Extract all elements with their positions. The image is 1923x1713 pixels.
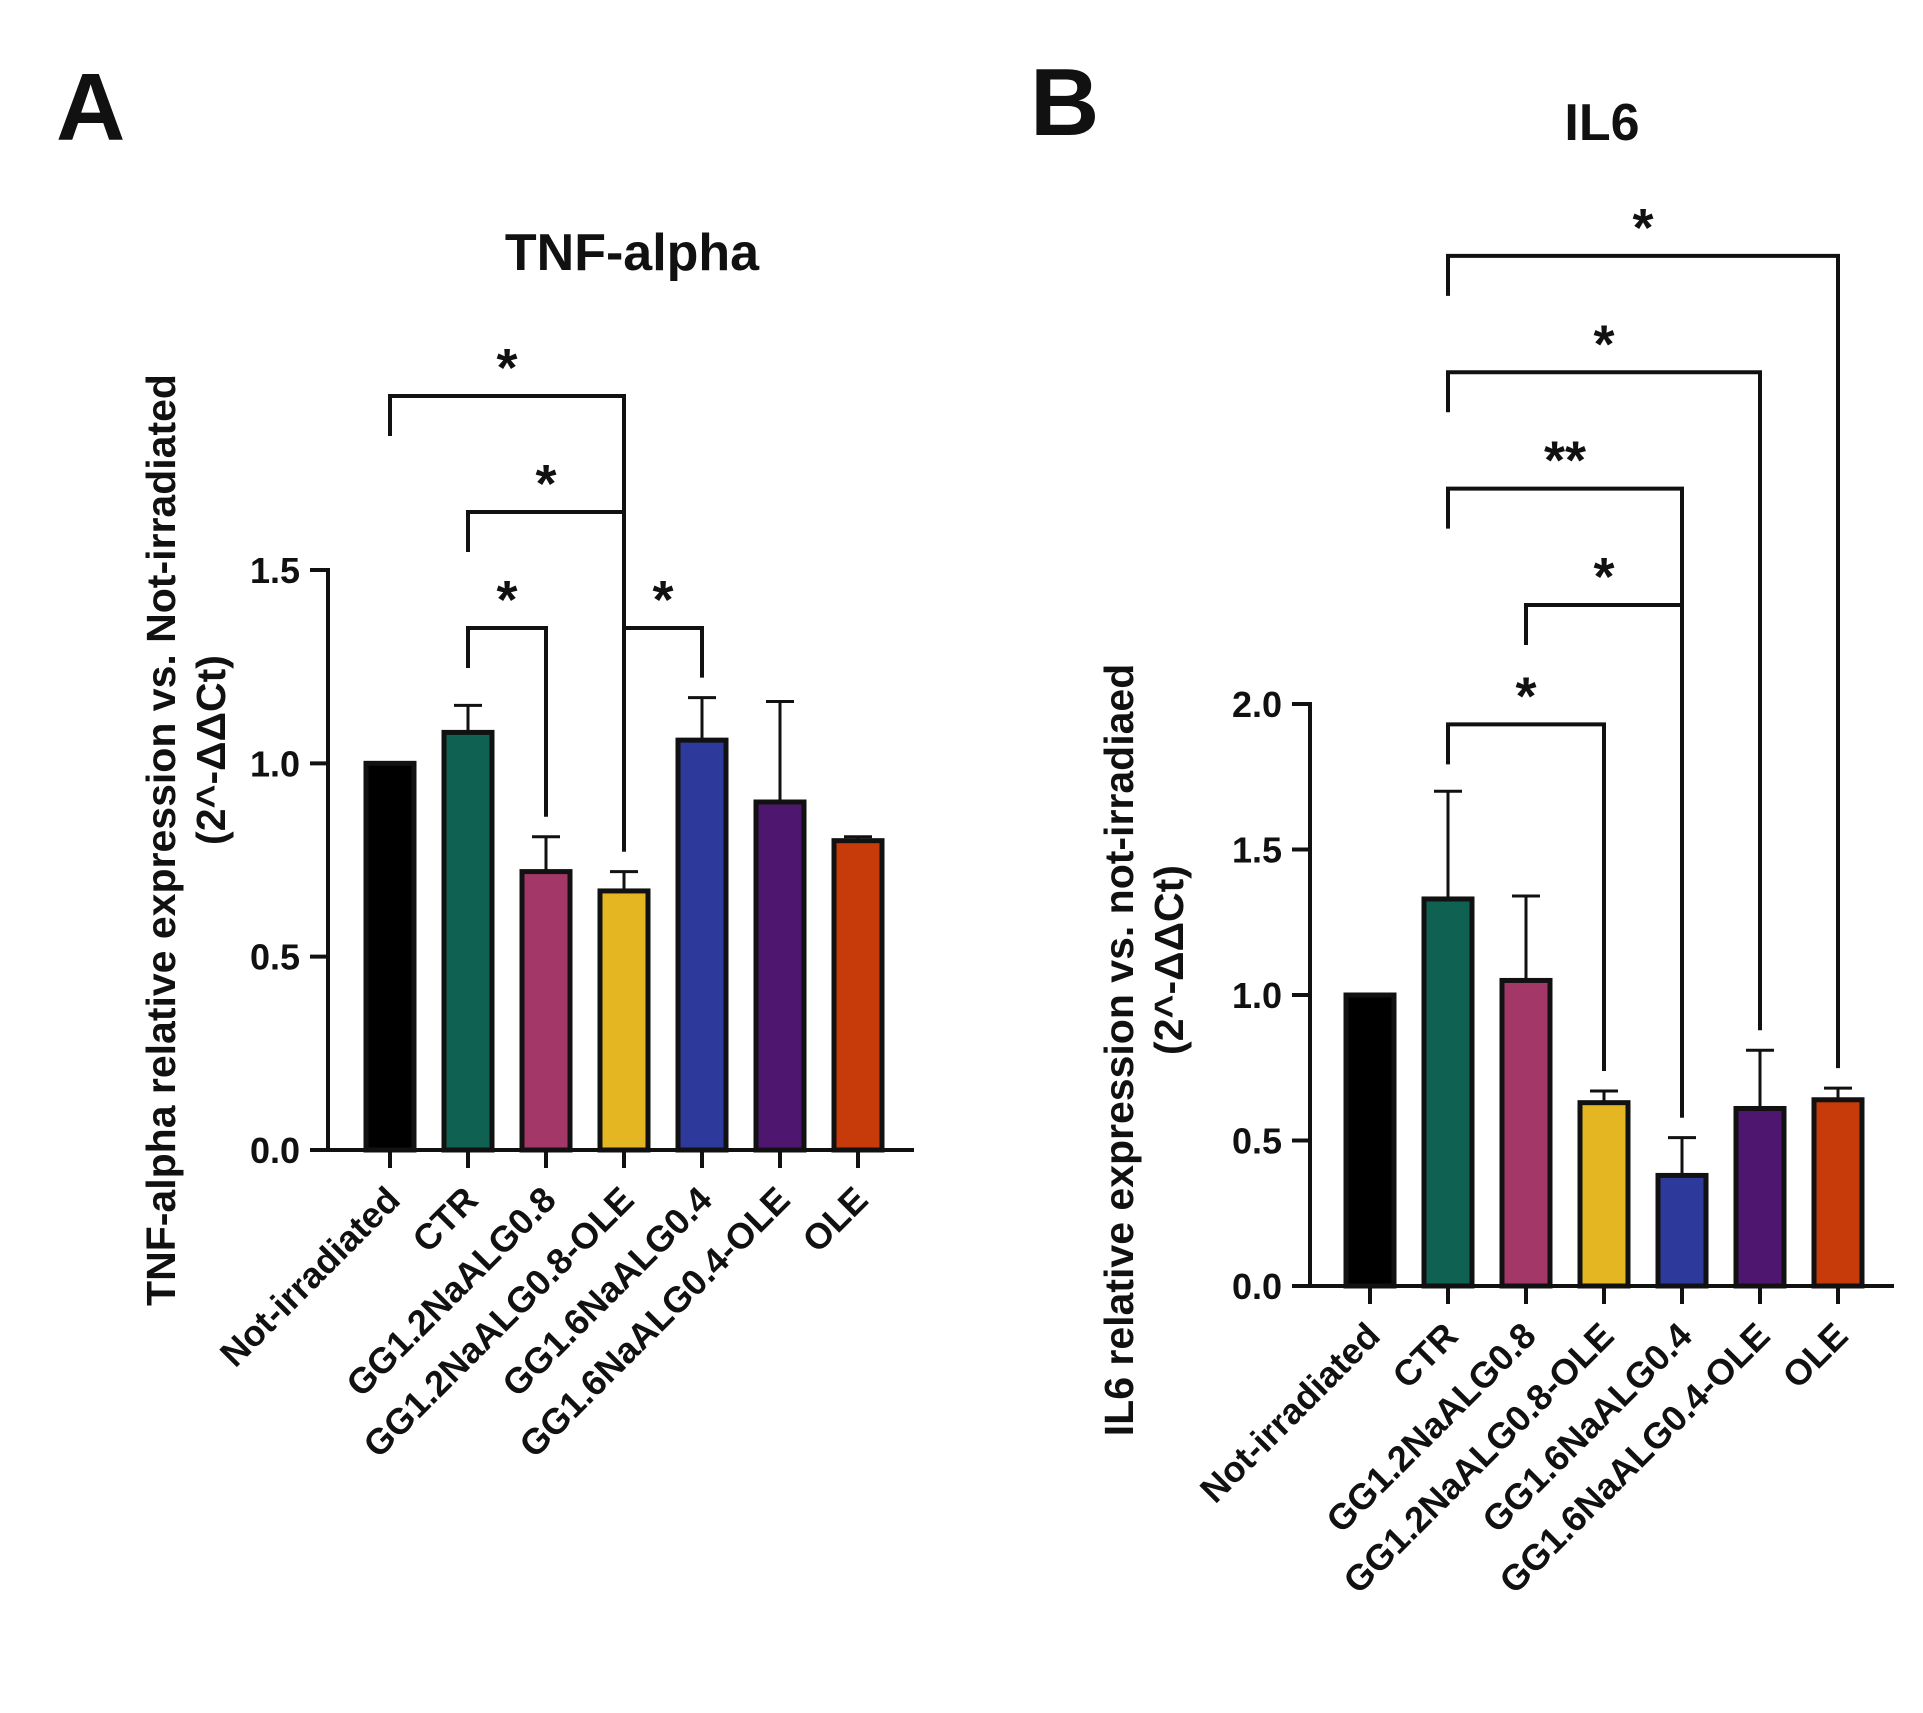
significance-label-0: * (1515, 666, 1536, 726)
x-tick-label: OLE (794, 1179, 875, 1260)
x-tick-label: OLE (1774, 1315, 1855, 1396)
significance-bracket-4 (1446, 253, 1840, 1069)
bar-6 (1811, 1097, 1865, 1289)
significance-label-3: * (1593, 314, 1614, 374)
chart-title: TNF-alpha (505, 224, 760, 282)
il6-chart: IL6 IL6 relative expression vs. not-irrad… (1096, 94, 1894, 1601)
significance-bracket-3 (1446, 370, 1762, 1031)
panel-letter-a: A (56, 54, 125, 161)
bar-0 (363, 760, 417, 1153)
bar-4 (1655, 1172, 1709, 1289)
bar-5 (753, 799, 807, 1153)
significance-label-2: ** (1544, 431, 1586, 491)
significance-label-1: * (1593, 547, 1614, 607)
tnf-alpha-chart: TNF-alpha TNF-alpha relative expression v… (138, 224, 914, 1465)
y-tick-label: 0.5 (1232, 1121, 1282, 1162)
y-tick-label: 2.0 (1232, 684, 1282, 725)
bar-6 (831, 838, 885, 1153)
significance-label-0: * (496, 338, 517, 398)
y-axis-label-unit: (2^-ΔΔCt) (1146, 865, 1192, 1055)
y-axis-label: IL6 relative expression vs. not-irradiae… (1096, 664, 1142, 1436)
chart-title: IL6 (1564, 94, 1639, 152)
significance-label-3: * (652, 570, 673, 630)
bar-4 (675, 737, 729, 1153)
bar-0 (1343, 992, 1397, 1289)
significance-bracket-2 (1446, 486, 1684, 1118)
significance-bracket-2 (466, 626, 548, 817)
significance-label-4: * (1632, 198, 1653, 258)
significance-bracket-3 (622, 626, 704, 678)
y-tick-label: 1.5 (250, 550, 300, 591)
bar-2 (1499, 977, 1553, 1289)
y-tick-label: 1.0 (1232, 975, 1282, 1016)
y-tick-label: 1.5 (1232, 830, 1282, 871)
y-tick-label: 0.0 (1232, 1266, 1282, 1307)
significance-bracket-0 (1446, 722, 1606, 1072)
y-tick-label: 0.5 (250, 937, 300, 978)
panel-letter-b: B (1030, 49, 1099, 156)
bar-1 (441, 729, 495, 1153)
y-tick-label: 1.0 (250, 743, 300, 784)
bar-3 (597, 888, 651, 1153)
y-tick-label: 0.0 (250, 1130, 300, 1171)
bar-5 (1733, 1105, 1787, 1289)
significance-label-2: * (496, 570, 517, 630)
bar-1 (1421, 896, 1475, 1289)
bar-2 (519, 869, 573, 1153)
y-axis-label-unit: (2^-ΔΔCt) (188, 655, 234, 845)
significance-bracket-1 (466, 510, 626, 852)
y-axis-label: TNF-alpha relative expression vs. Not-ir… (138, 374, 184, 1306)
significance-label-1: * (535, 454, 556, 514)
bar-3 (1577, 1100, 1631, 1289)
